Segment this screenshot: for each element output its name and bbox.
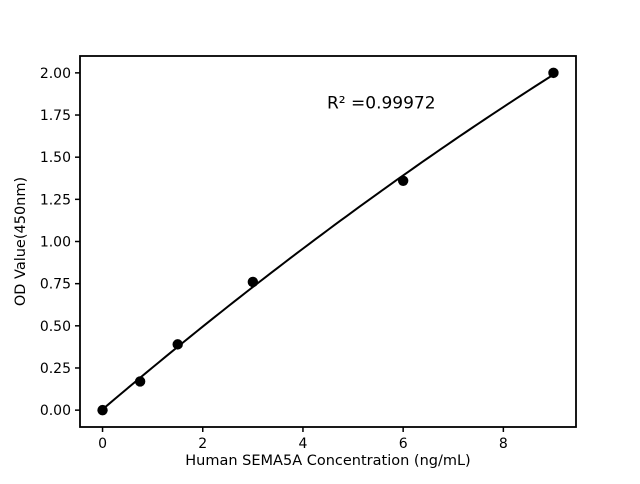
x-tick-label: 6 xyxy=(399,436,408,452)
r-squared-annotation: R² =0.99972 xyxy=(327,93,436,113)
data-point xyxy=(97,404,108,416)
y-tick-label: 0.50 xyxy=(40,319,71,335)
y-tick-label: 2.00 xyxy=(40,66,71,82)
y-tick-label: 1.75 xyxy=(40,108,71,124)
y-tick-label: 0.00 xyxy=(40,403,71,419)
data-point xyxy=(548,67,559,79)
y-tick-label: 0.25 xyxy=(40,361,71,377)
data-point xyxy=(134,376,146,387)
y-axis-title: OD Value(450nm) xyxy=(13,177,29,306)
x-tick-label: 2 xyxy=(198,436,207,452)
y-tick-label: 1.50 xyxy=(40,150,71,166)
x-axis-title: Human SEMA5A Concentration (ng/mL) xyxy=(185,453,470,469)
data-point xyxy=(172,339,183,350)
data-point xyxy=(397,175,409,186)
x-tick-label: 4 xyxy=(298,436,307,452)
data-point xyxy=(247,276,259,288)
x-tick-label: 8 xyxy=(499,436,508,452)
y-tick-label: 1.25 xyxy=(40,192,71,208)
x-tick-label: 0 xyxy=(98,436,107,452)
y-tick-label: 1.00 xyxy=(40,235,71,251)
y-tick-label: 0.75 xyxy=(40,277,71,293)
